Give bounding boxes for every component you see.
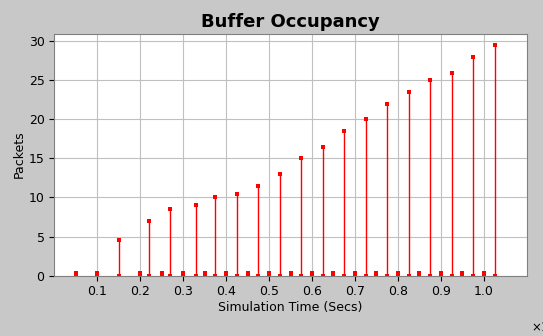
Text: $\times\mathregular{10^{-4}}$: $\times\mathregular{10^{-4}}$ bbox=[532, 319, 543, 336]
Title: Buffer Occupancy: Buffer Occupancy bbox=[201, 13, 380, 31]
X-axis label: Simulation Time (Secs): Simulation Time (Secs) bbox=[218, 301, 363, 314]
Y-axis label: Packets: Packets bbox=[13, 131, 26, 178]
